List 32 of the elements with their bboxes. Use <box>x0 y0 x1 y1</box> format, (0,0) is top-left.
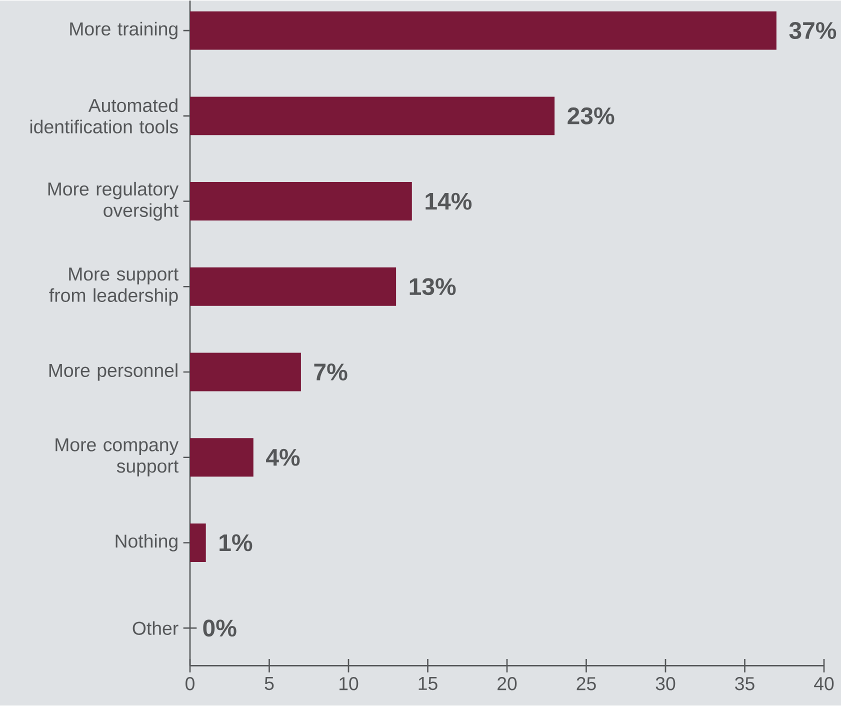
data-label: 37% <box>789 22 836 40</box>
y-tick-label: More personnel <box>49 363 178 381</box>
bar <box>190 182 412 221</box>
x-tick-label: 0 <box>186 677 194 690</box>
y-tick-label: More support from leadership <box>49 268 178 306</box>
bar <box>190 438 254 477</box>
data-label: 23% <box>568 108 614 125</box>
data-label: 0% <box>203 620 236 637</box>
y-tick-label: More regulatory oversight <box>48 182 179 221</box>
y-tick-label: More training <box>70 22 178 40</box>
bar <box>190 96 555 136</box>
x-tick-label: 20 <box>498 677 517 690</box>
x-tick-label: 40 <box>814 677 834 690</box>
bar <box>190 268 396 306</box>
x-tick-label: 30 <box>656 677 676 690</box>
y-tick-label: Automated identification tools <box>30 98 178 134</box>
data-label: 1% <box>220 534 252 552</box>
x-tick-label: 5 <box>264 677 274 690</box>
y-tick-label: Other <box>132 621 178 636</box>
x-tick-label: 35 <box>735 677 754 690</box>
bar <box>190 352 301 392</box>
bar <box>190 524 206 562</box>
x-tick-label: 10 <box>340 677 358 690</box>
data-label: 14% <box>426 192 472 210</box>
y-tick-label: Nothing <box>116 534 178 552</box>
bar <box>190 11 776 50</box>
x-tick-label: 15 <box>418 677 438 690</box>
x-tick-label: 25 <box>576 677 596 690</box>
data-label: 13% <box>410 278 456 296</box>
data-label: 7% <box>314 364 348 381</box>
data-label: 4% <box>266 449 300 466</box>
y-tick-label: More company support <box>56 438 179 477</box>
